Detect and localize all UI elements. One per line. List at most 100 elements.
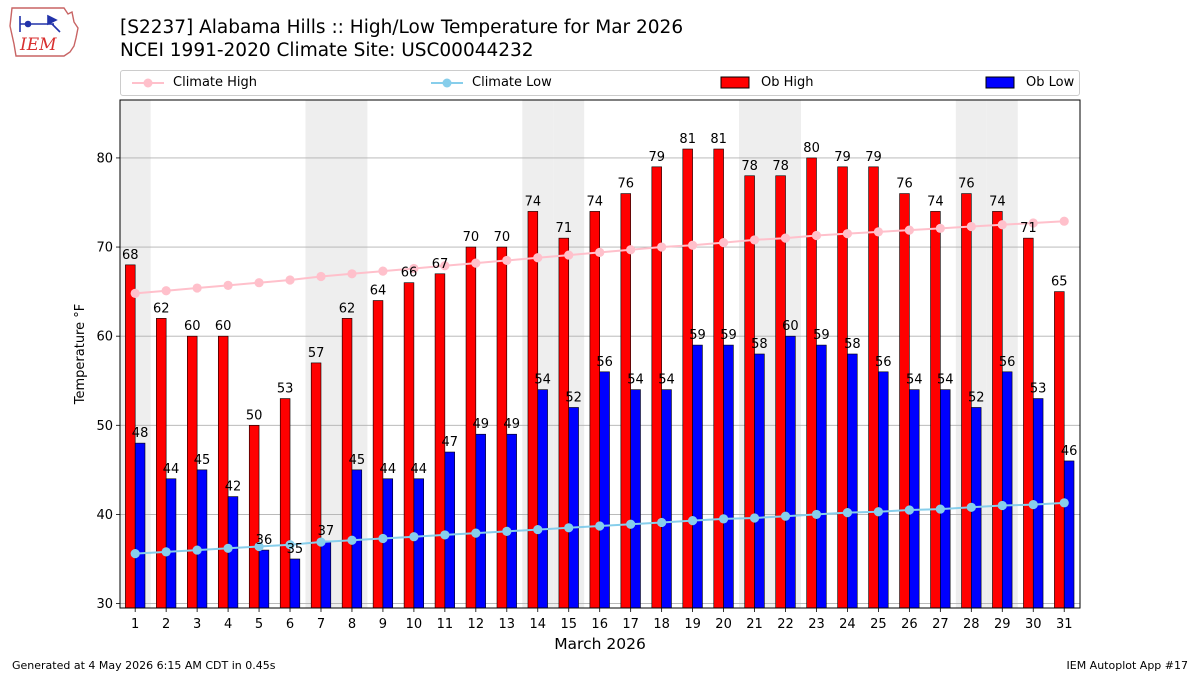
legend: Climate High Climate Low Ob High Ob Low bbox=[120, 70, 1080, 96]
ob-high-label: 81 bbox=[679, 132, 696, 147]
climate-high-point bbox=[688, 240, 698, 250]
climate-low-point bbox=[904, 505, 914, 515]
ob-high-label: 71 bbox=[1020, 221, 1037, 236]
climate-low-point bbox=[688, 516, 698, 526]
climate-high-point bbox=[378, 266, 388, 276]
ob-high-bar bbox=[187, 335, 198, 609]
climate-high-point bbox=[502, 255, 512, 266]
y-tick-label: 60 bbox=[96, 330, 113, 345]
ob-high-label: 79 bbox=[865, 150, 882, 165]
ob-low-bar bbox=[165, 478, 177, 609]
x-tick-label: 20 bbox=[715, 617, 732, 632]
climate-low-point bbox=[378, 533, 388, 544]
ob-low-label: 59 bbox=[720, 328, 737, 343]
legend-bar-swatch-icon bbox=[720, 76, 750, 89]
climate-high-point bbox=[935, 223, 945, 233]
ob-high-bar bbox=[372, 300, 384, 609]
climate-low-point bbox=[347, 535, 357, 545]
climate-high-point bbox=[626, 245, 636, 255]
y-axis-label: Temperature °F bbox=[73, 304, 88, 405]
y-tick-label: 80 bbox=[96, 151, 113, 166]
ob-high-label: 81 bbox=[710, 132, 727, 147]
ob-low-label: 45 bbox=[194, 453, 211, 468]
ob-low-label: 44 bbox=[411, 462, 428, 477]
ob-high-bar bbox=[1023, 237, 1034, 609]
footer-generated-text: Generated at 4 May 2026 6:15 AM CDT in 0… bbox=[12, 659, 276, 672]
legend-label: Climate Low bbox=[472, 75, 552, 90]
ob-low-bar bbox=[723, 344, 734, 609]
ob-low-label: 48 bbox=[132, 426, 149, 441]
x-tick-label: 27 bbox=[932, 617, 949, 632]
climate-low-point bbox=[192, 545, 202, 555]
ob-high-label: 50 bbox=[246, 408, 263, 423]
ob-high-label: 74 bbox=[989, 194, 1006, 209]
x-tick-label: 6 bbox=[286, 617, 294, 632]
x-tick-label: 4 bbox=[224, 617, 232, 632]
legend-label: Ob High bbox=[761, 75, 814, 90]
x-tick-label: 25 bbox=[870, 617, 887, 632]
ob-low-bar bbox=[506, 433, 517, 609]
climate-low-point bbox=[564, 523, 574, 533]
ob-low-label: 54 bbox=[627, 373, 644, 388]
climate-high-point bbox=[533, 253, 543, 263]
y-tick-label: 70 bbox=[96, 241, 113, 256]
ob-low-label: 46 bbox=[1061, 444, 1078, 459]
ob-low-bar bbox=[816, 344, 827, 609]
ob-high-label: 60 bbox=[184, 319, 201, 334]
x-tick-label: 26 bbox=[901, 617, 918, 632]
climate-high-point bbox=[1059, 216, 1069, 226]
ob-high-label: 62 bbox=[153, 301, 170, 316]
climate-low-point bbox=[440, 530, 450, 540]
ob-high-label: 78 bbox=[741, 159, 758, 174]
climate-low-point bbox=[502, 526, 512, 536]
climate-low-point bbox=[595, 521, 605, 531]
y-tick-label: 40 bbox=[96, 508, 113, 523]
climate-high-point bbox=[718, 237, 729, 248]
climate-high-point bbox=[657, 242, 667, 252]
ob-low-bar bbox=[382, 478, 394, 609]
climate-low-point bbox=[811, 509, 822, 520]
ob-high-label: 70 bbox=[494, 230, 511, 245]
climate-low-point bbox=[161, 547, 171, 557]
ob-high-bar bbox=[589, 211, 601, 609]
iem-logo: IEM bbox=[9, 7, 79, 57]
ob-high-label: 64 bbox=[370, 284, 387, 299]
climate-high-point bbox=[842, 229, 853, 239]
x-tick-label: 9 bbox=[379, 617, 387, 632]
ob-high-bar bbox=[403, 282, 415, 609]
x-tick-label: 3 bbox=[193, 617, 201, 632]
climate-low-point bbox=[966, 502, 976, 512]
ob-high-label: 79 bbox=[834, 150, 851, 165]
ob-low-label: 52 bbox=[968, 390, 985, 405]
x-tick-label: 17 bbox=[622, 617, 639, 632]
x-tick-label: 8 bbox=[348, 617, 356, 632]
climate-low-point bbox=[316, 537, 326, 547]
ob-low-bar bbox=[878, 371, 889, 609]
climate-high-point bbox=[285, 275, 295, 285]
legend-line-marker-icon bbox=[132, 78, 164, 88]
climate-low-point bbox=[626, 519, 636, 529]
x-tick-label: 11 bbox=[437, 617, 454, 632]
ob-low-bar bbox=[444, 451, 455, 609]
ob-high-bar bbox=[310, 362, 322, 609]
ob-low-bar bbox=[568, 407, 579, 609]
ob-low-bar bbox=[537, 389, 548, 609]
ob-low-label: 58 bbox=[844, 337, 861, 352]
climate-low-point bbox=[254, 541, 264, 552]
climate-low-point bbox=[842, 508, 853, 518]
ob-high-label: 62 bbox=[339, 301, 356, 316]
climate-high-point bbox=[347, 269, 357, 279]
ob-low-label: 44 bbox=[380, 462, 397, 477]
ob-high-bar bbox=[992, 211, 1003, 609]
ob-low-label: 54 bbox=[658, 373, 675, 388]
ob-high-label: 76 bbox=[617, 177, 634, 192]
ob-high-bar bbox=[620, 193, 631, 609]
ob-low-bar bbox=[413, 478, 424, 609]
ob-high-bar bbox=[217, 335, 229, 609]
logo-text: IEM bbox=[19, 35, 57, 55]
ob-low-label: 36 bbox=[256, 533, 273, 548]
ob-high-label: 66 bbox=[401, 266, 418, 281]
ob-high-bar bbox=[713, 148, 724, 609]
climate-low-point bbox=[935, 504, 945, 514]
